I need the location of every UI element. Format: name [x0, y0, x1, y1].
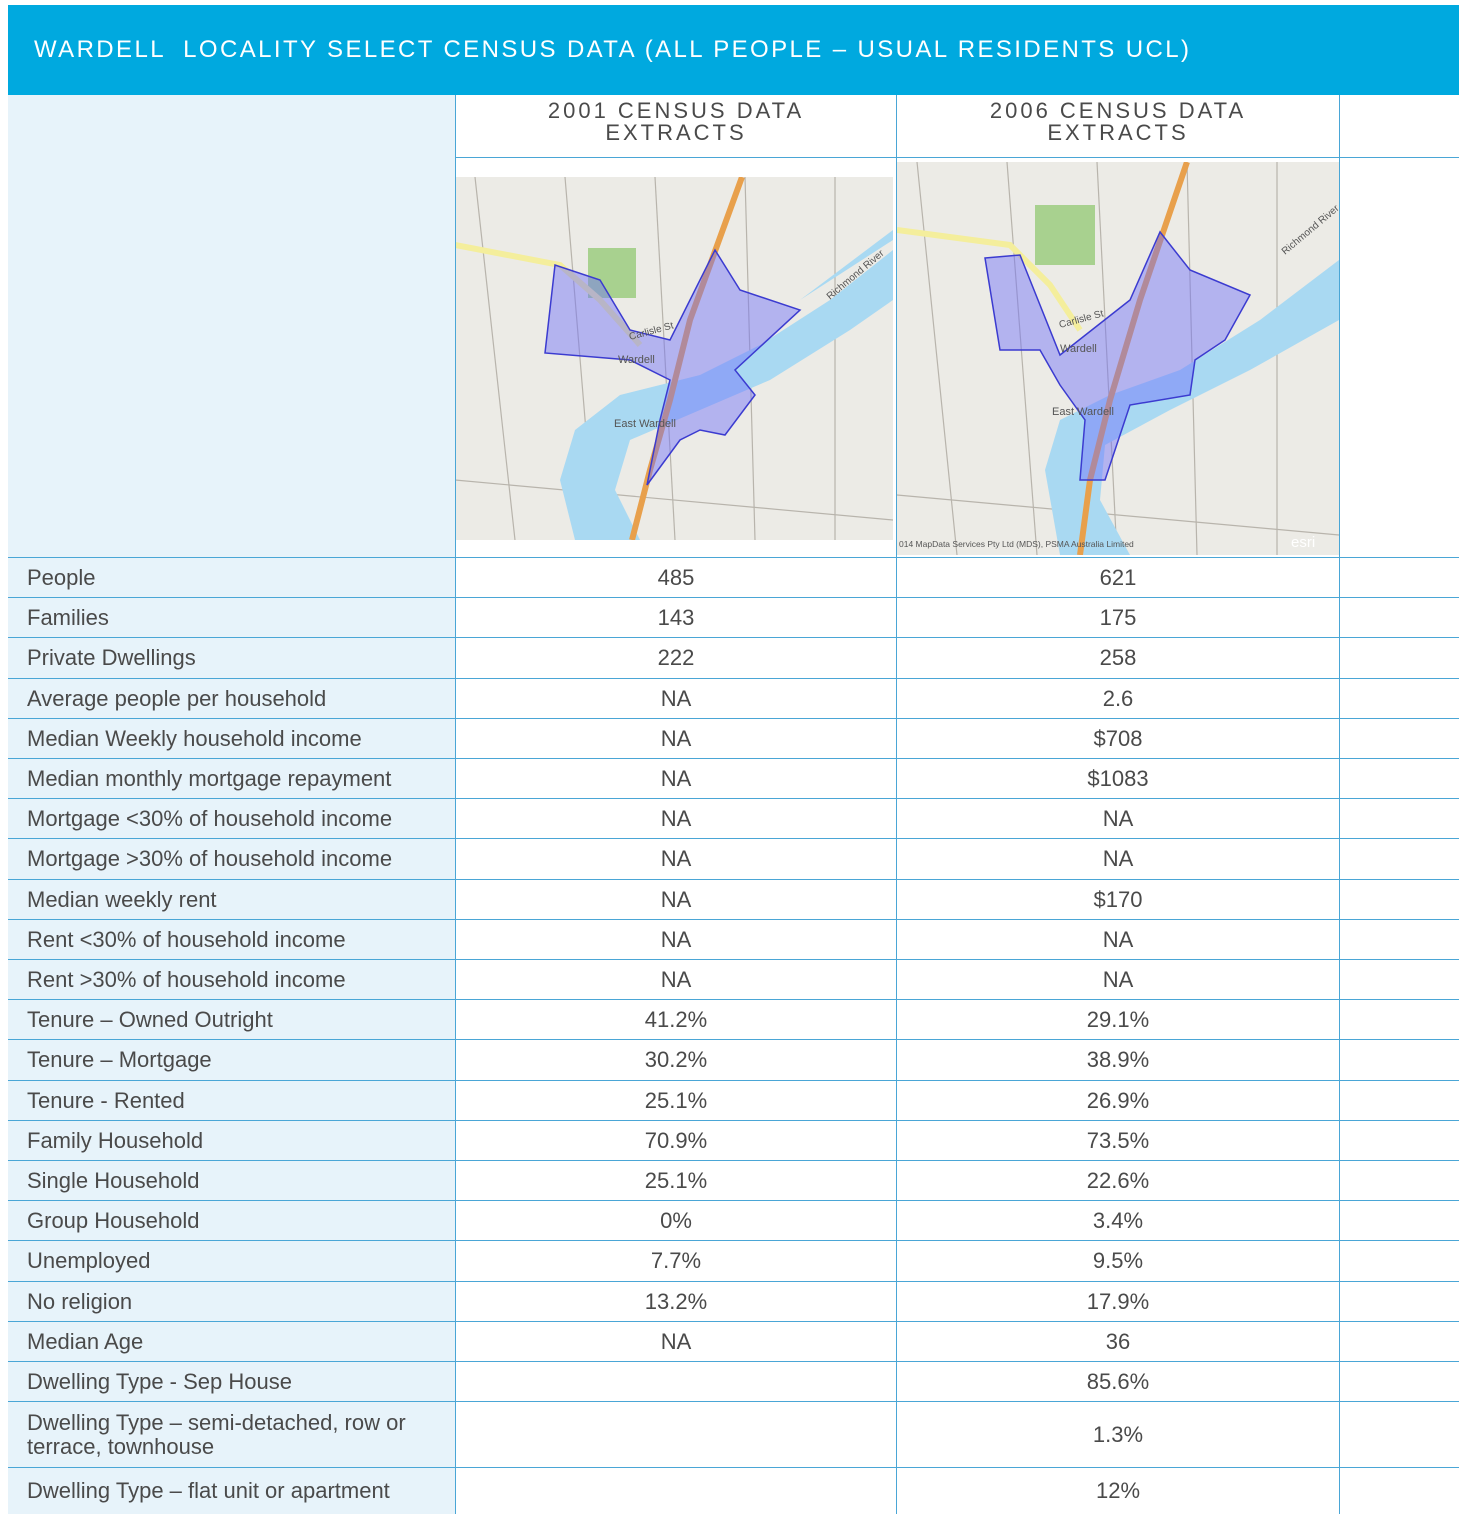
- row-label: Families: [8, 598, 455, 638]
- column-rule: [896, 95, 897, 1514]
- row-value: NA: [455, 1322, 897, 1362]
- row-label: Rent <30% of household income: [8, 920, 455, 960]
- row-value: NA: [455, 799, 897, 839]
- map-label: 014 MapData Services Pty Ltd (MDS), PSMA…: [899, 539, 1134, 549]
- row-label: Unemployed: [8, 1241, 455, 1281]
- row-value: NA: [897, 799, 1339, 839]
- row-value: $1083: [897, 759, 1339, 799]
- row-value: 9.5%: [897, 1241, 1339, 1281]
- row-value: 26.9%: [897, 1081, 1339, 1121]
- row-value: 175: [897, 598, 1339, 638]
- map-label: esri: [1291, 534, 1315, 551]
- row-value: 485: [455, 558, 897, 598]
- row-value: 38.9%: [897, 1040, 1339, 1080]
- row-value: NA: [897, 960, 1339, 1000]
- row-label: Median monthly mortgage repayment: [8, 759, 455, 799]
- map-park: [1035, 205, 1095, 265]
- column-header: 2001 CENSUS DATA EXTRACTS: [455, 100, 897, 144]
- row-label: Dwelling Type – semi-detached, row or te…: [8, 1402, 455, 1468]
- row-label: Group Household: [8, 1201, 455, 1241]
- row-value: 36: [897, 1322, 1339, 1362]
- map-label: East Wardell: [1052, 406, 1114, 418]
- row-value: NA: [455, 839, 897, 879]
- row-value: NA: [455, 960, 897, 1000]
- row-value: NA: [455, 880, 897, 920]
- header-rule: [455, 157, 1459, 158]
- row-label: Median weekly rent: [8, 880, 455, 920]
- row-value: 12%: [897, 1468, 1339, 1514]
- row-value: 621: [897, 558, 1339, 598]
- row-label: Tenure – Owned Outright: [8, 1000, 455, 1040]
- row-label: People: [8, 558, 455, 598]
- row-value: 258: [897, 638, 1339, 678]
- column-header-text: 2006 CENSUS DATA EXTRACTS: [968, 100, 1268, 144]
- row-label: Family Household: [8, 1121, 455, 1161]
- row-value: NA: [455, 679, 897, 719]
- row-label: Dwelling Type - Sep House: [8, 1362, 455, 1402]
- row-value: 1.3%: [897, 1402, 1339, 1468]
- row-value: 25.1%: [455, 1161, 897, 1201]
- row-value: 25.1%: [455, 1081, 897, 1121]
- row-value: NA: [897, 920, 1339, 960]
- row-label: Median Weekly household income: [8, 719, 455, 759]
- map-label: East Wardell: [614, 418, 676, 430]
- row-label: Tenure – Mortgage: [8, 1040, 455, 1080]
- column-rule: [455, 95, 456, 1514]
- column-header: 2006 CENSUS DATA EXTRACTS: [897, 100, 1339, 144]
- row-value: 29.1%: [897, 1000, 1339, 1040]
- row-value: NA: [455, 759, 897, 799]
- row-value: 70.9%: [455, 1121, 897, 1161]
- row-label: Median Age: [8, 1322, 455, 1362]
- row-label: Tenure - Rented: [8, 1081, 455, 1121]
- row-value: $708: [897, 719, 1339, 759]
- row-label: Rent >30% of household income: [8, 960, 455, 1000]
- row-value: NA: [455, 920, 897, 960]
- row-label: Average people per household: [8, 679, 455, 719]
- row-value: $170: [897, 880, 1339, 920]
- row-label: Mortgage <30% of household income: [8, 799, 455, 839]
- row-value: 2.6: [897, 679, 1339, 719]
- row-value: 13.2%: [455, 1282, 897, 1322]
- row-value: 7.7%: [455, 1241, 897, 1281]
- row-value: 30.2%: [455, 1040, 897, 1080]
- row-value: 0%: [455, 1201, 897, 1241]
- row-value: 85.6%: [897, 1362, 1339, 1402]
- map: Richmond RiverCarlisle StWardellEast War…: [455, 177, 893, 540]
- row-value: NA: [897, 839, 1339, 879]
- row-value: 41.2%: [455, 1000, 897, 1040]
- row-value: 22.6%: [897, 1161, 1339, 1201]
- page: WARDELL LOCALITY SELECT CENSUS DATA (ALL…: [0, 0, 1459, 1514]
- map-label: Wardell: [618, 354, 655, 366]
- row-label: Mortgage >30% of household income: [8, 839, 455, 879]
- row-value: 17.9%: [897, 1282, 1339, 1322]
- row-label: Dwelling Type – flat unit or apartment: [8, 1468, 455, 1514]
- row-value: 3.4%: [897, 1201, 1339, 1241]
- row-value: 73.5%: [897, 1121, 1339, 1161]
- column-rule: [1339, 95, 1340, 1514]
- row-label: Private Dwellings: [8, 638, 455, 678]
- row-label: Single Household: [8, 1161, 455, 1201]
- row-value: NA: [455, 719, 897, 759]
- column-header-text: 2001 CENSUS DATA EXTRACTS: [526, 100, 826, 144]
- map-label: Wardell: [1060, 343, 1097, 355]
- row-value: 222: [455, 638, 897, 678]
- row-label: No religion: [8, 1282, 455, 1322]
- row-value: 143: [455, 598, 897, 638]
